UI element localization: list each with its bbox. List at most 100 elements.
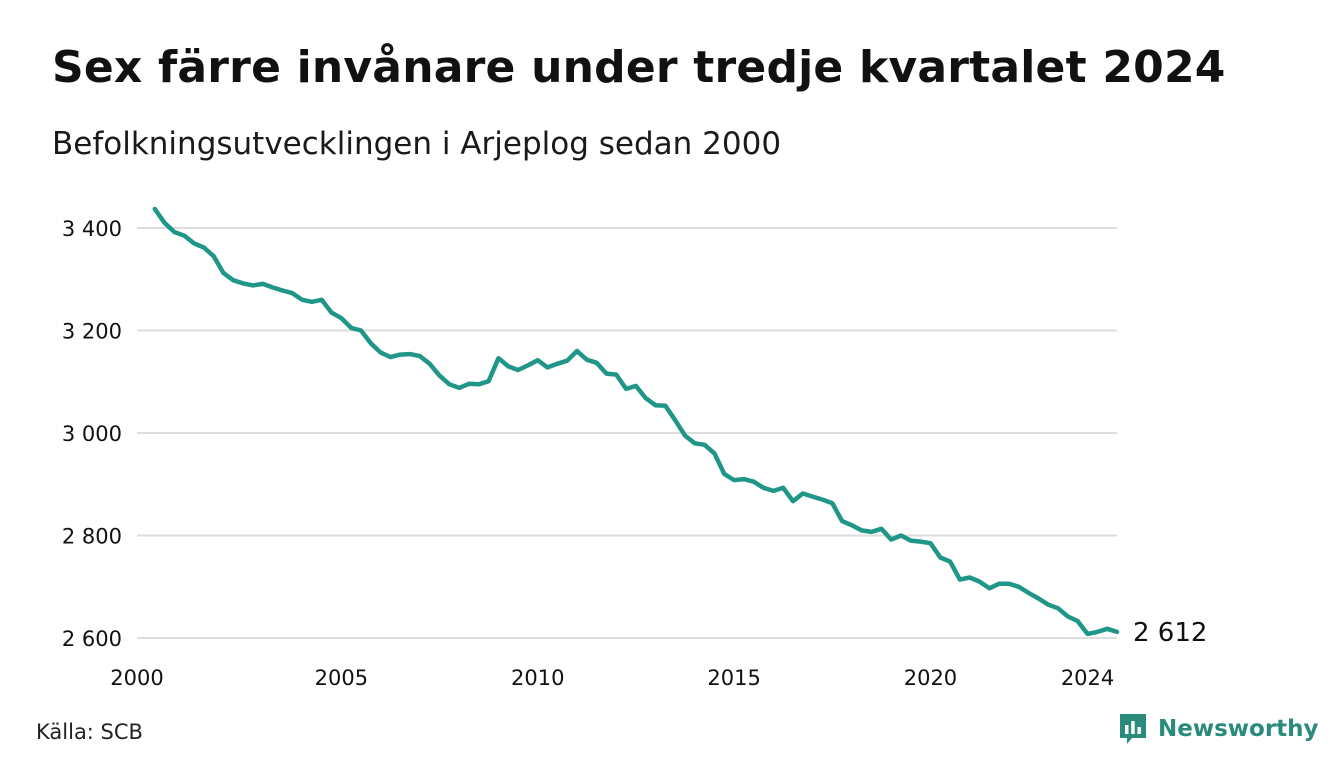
data-point (448, 383, 451, 386)
data-point (644, 397, 647, 399)
data-point (1116, 631, 1118, 633)
data-point (684, 434, 686, 437)
data-points (154, 208, 1118, 635)
data-point (703, 444, 706, 446)
data-point (1067, 615, 1069, 618)
data-point (1076, 620, 1079, 622)
population-line (152, 206, 1120, 637)
data-point (988, 587, 991, 590)
data-point (1037, 597, 1040, 600)
data-point (1018, 586, 1020, 588)
data-point (163, 222, 166, 224)
data-point (291, 292, 294, 294)
data-point (183, 234, 186, 237)
data-point (409, 353, 411, 355)
data-point (212, 255, 215, 257)
data-point (173, 231, 176, 233)
data-point (978, 580, 981, 583)
data-point (252, 284, 254, 287)
data-point (360, 329, 362, 332)
data-point (841, 520, 843, 522)
data-point (694, 442, 696, 445)
data-point (723, 473, 726, 475)
data-point (595, 362, 598, 364)
data-point (203, 246, 205, 249)
x-tick-label: 2024 (1061, 666, 1114, 690)
y-tick-label: 2 800 (62, 525, 122, 549)
data-point (968, 576, 971, 579)
data-point (998, 582, 1000, 585)
data-point (507, 365, 510, 368)
data-point (281, 289, 284, 292)
chart-subtitle: Befolkningsutvecklingen i Arjeplog sedan… (52, 126, 782, 162)
grid-lines (137, 227, 1117, 639)
brand-name: Newsworthy (1158, 716, 1319, 742)
data-point (399, 353, 402, 356)
data-point (792, 500, 794, 503)
data-point (772, 490, 775, 492)
data-point (232, 279, 235, 282)
data-point (330, 311, 333, 314)
data-point (782, 487, 784, 489)
x-tick-label: 2000 (110, 666, 163, 690)
source-note: Källa: SCB (36, 720, 143, 744)
data-point (939, 556, 942, 559)
data-point (890, 538, 892, 541)
data-point (517, 369, 519, 371)
data-point (438, 374, 441, 377)
data-point (851, 524, 853, 527)
data-point (919, 540, 922, 543)
data-point (733, 479, 735, 481)
data-point (811, 495, 814, 498)
data-point (635, 385, 637, 387)
data-point (478, 383, 480, 386)
data-point (458, 387, 461, 389)
data-point (664, 405, 667, 407)
x-tick-label: 2005 (315, 666, 368, 690)
last-value-label: 2 612 (1133, 618, 1207, 648)
data-point (1047, 603, 1050, 606)
data-point (497, 357, 500, 360)
data-point (154, 208, 156, 210)
data-point (311, 301, 313, 303)
data-point (615, 373, 618, 376)
data-point (802, 492, 804, 495)
data-point (1057, 607, 1059, 610)
y-tick-label: 3 200 (62, 320, 122, 344)
data-point (900, 534, 902, 537)
data-point (605, 372, 608, 375)
data-point (566, 359, 568, 362)
data-point (536, 359, 539, 362)
data-point (262, 283, 264, 285)
data-point (1106, 628, 1108, 630)
data-point (350, 327, 353, 329)
data-point (929, 542, 932, 544)
data-point (242, 282, 244, 285)
data-point (428, 363, 431, 365)
data-point (527, 364, 529, 367)
data-point (1027, 592, 1030, 594)
x-tick-label: 2015 (707, 666, 760, 690)
x-tick-label: 2020 (904, 666, 957, 690)
y-tick-label: 3 400 (62, 217, 122, 241)
data-point (320, 299, 323, 301)
data-point (654, 404, 657, 407)
data-point (556, 363, 559, 365)
data-point (752, 480, 755, 483)
data-point (1086, 633, 1089, 635)
data-point (370, 342, 372, 345)
y-axis-tick-labels: 2 600 2 800 3 000 3 200 3 400 (62, 217, 122, 651)
data-point (743, 478, 745, 480)
data-point (1096, 631, 1099, 633)
data-point (487, 380, 490, 383)
data-point (222, 272, 225, 274)
data-point (340, 317, 343, 320)
data-point (762, 487, 765, 489)
data-point (870, 531, 873, 533)
data-point (379, 351, 382, 354)
data-point (949, 560, 951, 563)
data-point (546, 366, 549, 369)
data-point (1008, 582, 1010, 585)
data-point (910, 539, 912, 542)
